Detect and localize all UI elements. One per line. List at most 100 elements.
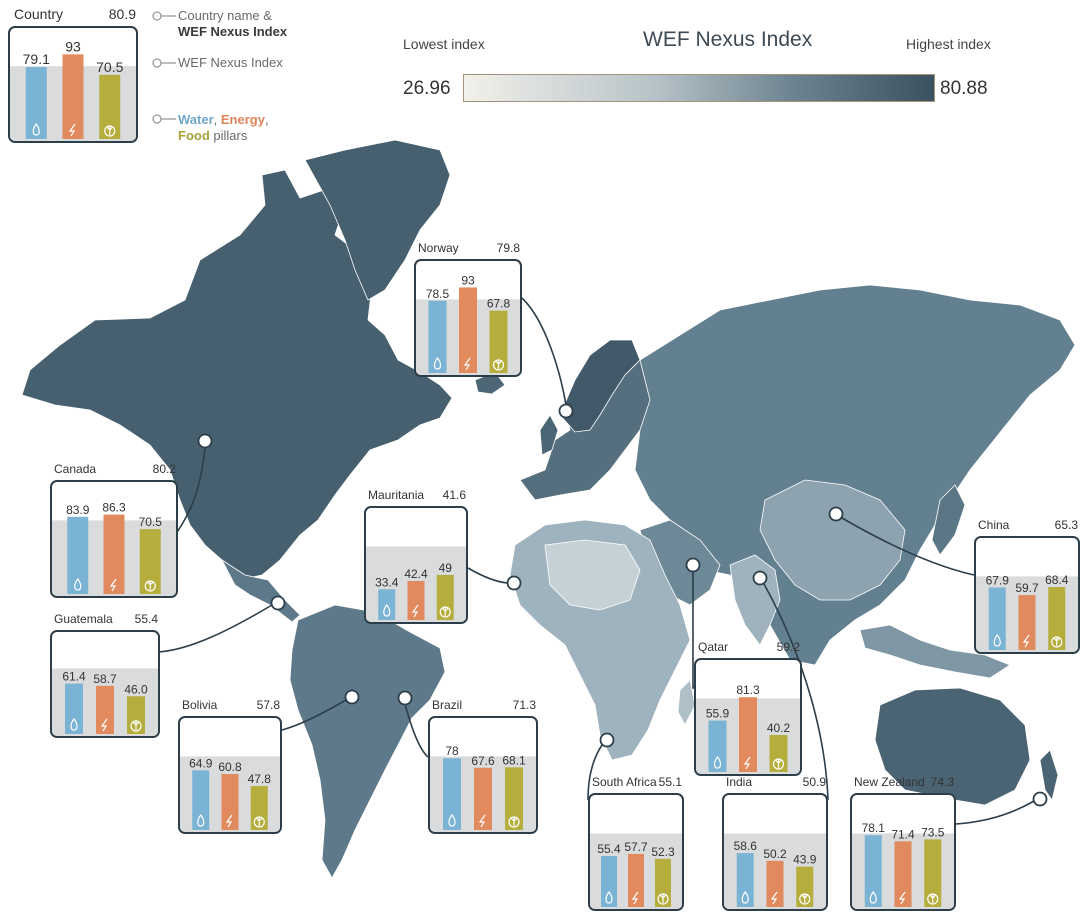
food-bar (1048, 587, 1066, 650)
connector-south-africa (587, 744, 603, 801)
water-bar (428, 300, 447, 373)
lightning-bolt-icon (463, 357, 471, 371)
water-value-label: 61.4 (62, 670, 86, 684)
scale-high-label: Highest index (906, 36, 991, 52)
madagascar (677, 679, 696, 726)
water-bar (708, 720, 727, 772)
marker-china[interactable] (828, 506, 844, 522)
legend-line2: WEF Nexus Index (178, 24, 288, 39)
country-name: New Zealand (854, 775, 925, 789)
marker-qatar[interactable] (685, 557, 701, 573)
pillar-bar-chart: 83.9 86.3 70.5 (52, 501, 176, 596)
connector-new-zealand (955, 800, 1035, 825)
food-value-label: 70.5 (96, 59, 123, 75)
lightning-bolt-icon (109, 578, 117, 592)
pillar-bar-chart: 64.9 60.8 47.8 (180, 756, 280, 832)
marker-south-africa[interactable] (599, 732, 615, 748)
legend-key: Country name & WEF Nexus Index WEF Nexus… (150, 6, 330, 146)
water-bar (443, 758, 461, 830)
uk (539, 414, 559, 456)
water-value-label: 67.9 (986, 574, 1010, 588)
connector-guatemala (157, 604, 273, 653)
country-card-bolivia[interactable]: Bolivia 57.8 64.9 60.8 47.8 (178, 698, 282, 836)
water-value-label: 64.9 (189, 756, 213, 770)
energy-bar (894, 841, 912, 907)
water-drop-icon (713, 756, 722, 769)
australia (874, 687, 1031, 806)
food-value-label: 43.9 (793, 853, 817, 867)
legend-comma2: , (264, 112, 269, 127)
energy-bar (766, 860, 784, 907)
water-bar (25, 67, 47, 139)
country-index: 55.1 (658, 775, 682, 789)
pillar-bar-chart: 55.9 81.3 40.2 (696, 683, 800, 774)
energy-value-label: 58.7 (93, 672, 117, 686)
country-bars-box: 55.4 57.7 52.3 (588, 793, 684, 911)
legend-bars-box: 79.1 93 70.5 (8, 26, 138, 143)
north-america (21, 169, 453, 581)
marker-india[interactable] (752, 570, 768, 586)
water-bar (65, 683, 83, 734)
legend-comma1: , (213, 112, 221, 127)
water-drop-icon (433, 357, 442, 370)
pillar-bar-chart: 33.4 42.4 49 (366, 546, 466, 622)
water-drop-icon (74, 578, 82, 591)
food-bar (139, 529, 161, 594)
energy-value-label: 60.8 (218, 760, 242, 774)
country-index: 71.3 (512, 698, 536, 712)
country-card-china[interactable]: China 65.3 67.9 59.7 68.4 (974, 518, 1080, 656)
energy-value-label: 42.4 (404, 567, 428, 581)
location-markers (197, 403, 1048, 807)
pillar-bar-chart: 58.6 50.2 43.9 (724, 833, 826, 909)
new-zealand-island (1039, 749, 1059, 801)
country-card-norway[interactable]: Norway 79.8 78.5 93 67.8 (414, 241, 522, 379)
food-bar (489, 310, 508, 373)
wheat-sprout-icon (439, 606, 451, 618)
pillar-bar-chart: 67.9 59.7 68.4 (976, 573, 1078, 652)
water-bar (736, 853, 754, 907)
country-card-brazil[interactable]: Brazil 71.3 78 67.6 68.1 (428, 698, 538, 836)
wheat-sprout-icon (253, 816, 265, 828)
country-card-india[interactable]: India 50.9 58.6 50.2 43.9 (722, 775, 828, 913)
wheat-sprout-icon (104, 125, 116, 137)
marker-new-zealand[interactable] (1032, 791, 1048, 807)
country-card-mauritania[interactable]: Mauritania 41.6 33.4 42.4 49 (364, 488, 468, 626)
wheat-sprout-icon (130, 720, 142, 732)
legend-pillars: pillars (209, 128, 248, 143)
marker-mauritania[interactable] (506, 575, 522, 591)
scale-low-label: Lowest index (403, 36, 485, 52)
country-name: Brazil (432, 698, 463, 712)
country-card-qatar[interactable]: Qatar 59.2 55.9 81.3 40.2 (694, 640, 802, 778)
energy-bar (1018, 595, 1036, 650)
wheat-sprout-icon (772, 758, 785, 770)
marker-bolivia[interactable] (344, 689, 360, 705)
water-value-label: 83.9 (66, 503, 90, 517)
marker-canada[interactable] (197, 433, 213, 449)
marker-guatemala[interactable] (270, 595, 286, 611)
country-bars-box: 78.5 93 67.8 (414, 259, 522, 377)
country-name: Bolivia (182, 698, 218, 712)
legend-name-note: Country name & WEF Nexus Index (178, 8, 287, 40)
marker-brazil[interactable] (397, 690, 413, 706)
food-bar (505, 767, 523, 830)
water-bar (192, 770, 210, 830)
energy-bar (62, 54, 84, 139)
marker-norway[interactable] (558, 403, 574, 419)
country-card-guatemala[interactable]: Guatemala 55.4 61.4 58.7 46.0 (50, 612, 160, 740)
water-drop-icon (383, 604, 391, 617)
country-index: 55.4 (134, 612, 158, 626)
food-value-label: 46.0 (124, 682, 148, 696)
country-card-south-africa[interactable]: South Africa 55.1 55.4 57.7 52.3 (588, 775, 684, 913)
food-value-label: 49 (439, 561, 453, 575)
connector-mauritania (467, 567, 509, 584)
country-index: 74.3 (930, 775, 954, 789)
lightning-bolt-icon (1022, 634, 1030, 648)
country-card-canada[interactable]: Canada 80.2 83.9 86.3 70.5 (50, 462, 178, 600)
energy-value-label: 50.2 (763, 847, 787, 861)
water-bar (67, 516, 89, 594)
sahara (544, 539, 641, 611)
country-card-new-zealand[interactable]: New Zealand 74.3 78.1 71.4 73.5 (850, 775, 956, 913)
pillar-bar-chart: 79.1 93 70.5 (10, 38, 136, 141)
scandinavia (559, 339, 641, 433)
country-bars-box: 64.9 60.8 47.8 (178, 716, 282, 834)
